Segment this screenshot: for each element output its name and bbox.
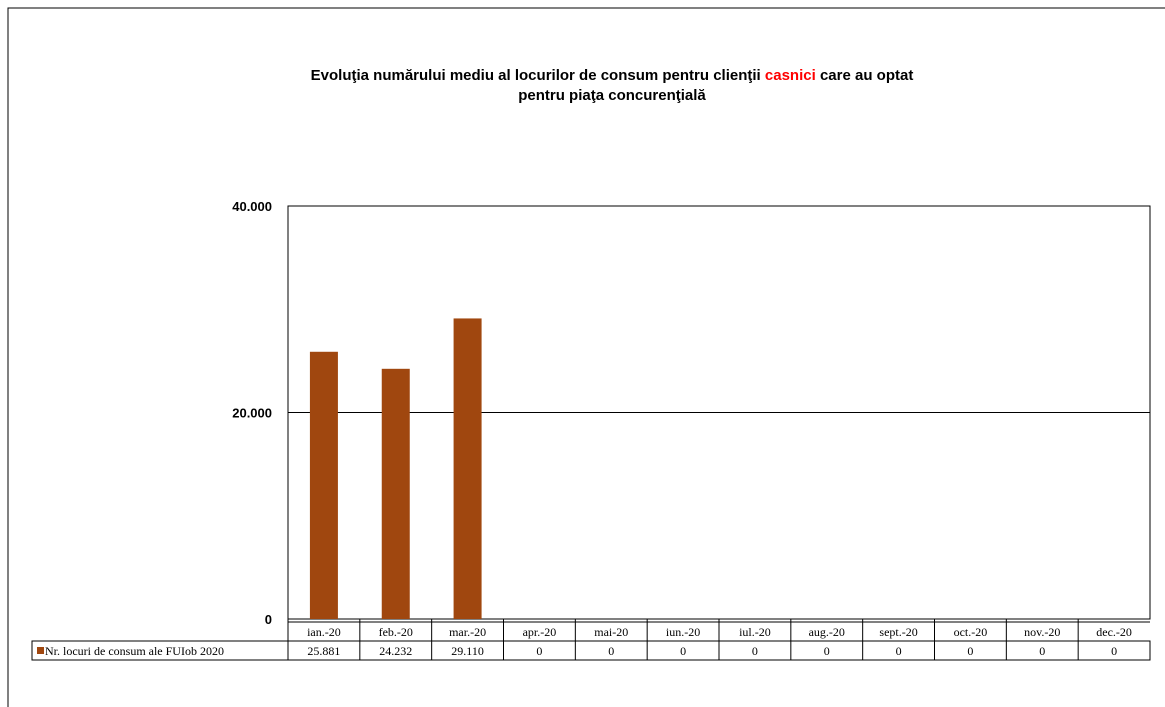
table-value: 24.232: [379, 644, 412, 658]
y-tick-label: 20.000: [232, 406, 272, 421]
title-part: care au optat: [820, 67, 913, 84]
x-tick-label: feb.-20: [379, 625, 413, 639]
chart-title: Evoluţia numărului mediu al locurilor de…: [311, 67, 914, 84]
x-tick-label: apr.-20: [523, 625, 557, 639]
x-tick-label: mai-20: [594, 625, 628, 639]
y-tick-label: 0: [265, 612, 272, 627]
title-part: Evoluţia numărului mediu al locurilor de…: [311, 67, 761, 84]
table-value: 0: [824, 644, 830, 658]
bar: [309, 351, 338, 619]
x-tick-label: iun.-20: [666, 625, 700, 639]
chart-frame: [7, 7, 1165, 707]
title-highlight: casnici: [765, 67, 816, 84]
y-tick-label: 40.000: [232, 199, 272, 214]
table-value: 0: [967, 644, 973, 658]
data-table-frame: [31, 640, 1151, 661]
x-tick-label: dec.-20: [1096, 625, 1132, 639]
x-tick-label: nov.-20: [1024, 625, 1060, 639]
table-value: 0: [1039, 644, 1045, 658]
x-tick-label: oct.-20: [954, 625, 988, 639]
legend-label: Nr. locuri de consum ale FUIob 2020: [45, 644, 224, 658]
table-value: 0: [680, 644, 686, 658]
x-tick-label: aug.-20: [809, 625, 845, 639]
table-value: 25.881: [307, 644, 340, 658]
bar: [453, 318, 482, 619]
table-value: 29.110: [451, 644, 484, 658]
bar: [381, 368, 410, 619]
table-value: 0: [608, 644, 614, 658]
table-value: 0: [536, 644, 542, 658]
table-value: 0: [752, 644, 758, 658]
x-tick-label: sept.-20: [879, 625, 917, 639]
table-value: 0: [896, 644, 902, 658]
table-value: 0: [1111, 644, 1117, 658]
x-tick-label: ian.-20: [307, 625, 341, 639]
legend-key: [37, 647, 44, 654]
x-tick-label: mar.-20: [449, 625, 486, 639]
x-tick-label: iul.-20: [739, 625, 771, 639]
chart-title-line2: pentru piaţa concurenţială: [518, 87, 706, 104]
